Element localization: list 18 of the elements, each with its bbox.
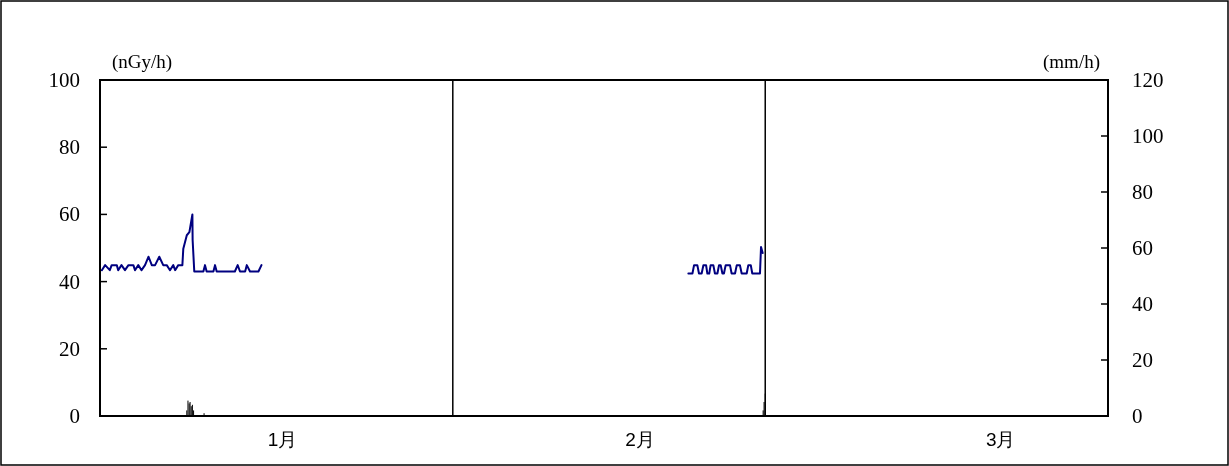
y2-tick-label: 120 xyxy=(1132,68,1164,92)
y2-tick-label: 20 xyxy=(1132,348,1153,372)
x-tick-label: 2月 xyxy=(625,429,655,450)
y2-tick-label: 0 xyxy=(1132,404,1143,428)
y-tick-label: 20 xyxy=(59,336,80,361)
y2-tick-label: 100 xyxy=(1132,124,1164,148)
y-axis-title: (nGy/h) xyxy=(112,51,173,73)
y-tick-label: 40 xyxy=(59,269,80,294)
y-tick-label: 100 xyxy=(48,68,80,92)
y-tick-label: 0 xyxy=(69,404,80,428)
y2-tick-label: 40 xyxy=(1132,292,1153,316)
y2-tick-label: 60 xyxy=(1132,236,1153,260)
y2-axis-title: (mm/h) xyxy=(1043,51,1100,73)
y-tick-label: 60 xyxy=(59,202,80,227)
x-tick-label: 1月 xyxy=(267,429,298,450)
x-tick-label: 3月 xyxy=(985,429,1016,450)
y-tick-label: 80 xyxy=(59,135,80,160)
y2-tick-label: 80 xyxy=(1132,180,1153,204)
